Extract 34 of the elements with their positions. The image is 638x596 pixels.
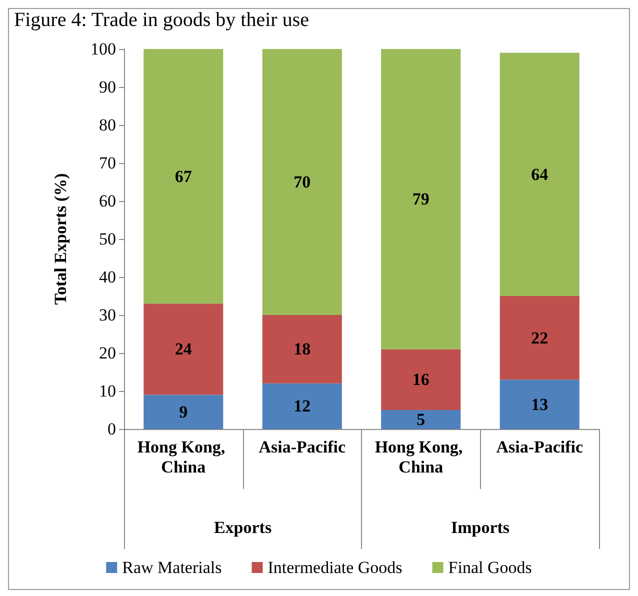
data-label: 67: [174, 166, 192, 186]
y-tick-label: 70: [99, 154, 116, 172]
data-label: 13: [531, 394, 548, 414]
y-tick-label: 30: [99, 306, 116, 324]
y-tick-label: 100: [90, 40, 116, 58]
data-label: 70: [294, 172, 311, 192]
data-label: 64: [531, 164, 549, 184]
data-label: 12: [294, 396, 311, 416]
data-label: 18: [294, 340, 311, 359]
y-tick-label: 20: [99, 344, 116, 362]
y-tick-label: 10: [99, 382, 116, 400]
y-tick-label: 90: [99, 78, 116, 96]
x-tick-label: Hong Kong, China: [137, 438, 230, 476]
y-tick-label: 80: [99, 116, 116, 134]
data-label: 9: [179, 402, 188, 422]
x-tick-label: Asia-Pacific: [258, 438, 346, 456]
y-tick-label: 40: [99, 268, 116, 286]
y-tick-label: 50: [99, 230, 116, 248]
data-label: 5: [416, 410, 426, 429]
y-tick-label: 0: [108, 420, 116, 438]
text: Imports: [450, 518, 510, 537]
text: Exports: [214, 518, 272, 537]
data-label: 22: [531, 328, 548, 348]
legend-label: Final Goods: [448, 558, 532, 577]
legend-label: Intermediate Goods: [268, 558, 402, 577]
y-tick-label: 60: [99, 192, 116, 210]
data-label: 79: [412, 190, 430, 209]
data-label: 16: [412, 370, 430, 390]
data-label: 24: [174, 340, 192, 359]
y-axis-title: Total Exports (%): [51, 173, 70, 305]
x-tick-label: Asia-Pacific: [496, 438, 584, 456]
chart-title: Figure 4: Trade in goods by their use: [14, 9, 310, 31]
x-tick-label: Hong Kong, China: [374, 438, 467, 476]
legend-label: Raw Materials: [122, 558, 222, 577]
